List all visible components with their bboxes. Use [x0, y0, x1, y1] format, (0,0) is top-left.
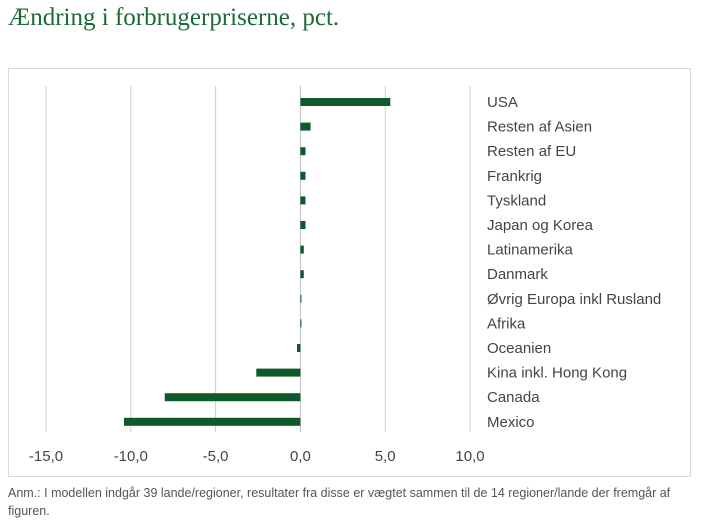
x-tick-label: -5,0 — [203, 448, 229, 465]
x-tick-label: -10,0 — [114, 448, 148, 465]
category-label: Kina inkl. Hong Kong — [487, 365, 627, 382]
bar — [300, 147, 306, 156]
category-label: Latinamerika — [487, 242, 574, 259]
category-label: Resten af Asien — [487, 119, 592, 136]
category-label: Canada — [487, 389, 540, 406]
category-label: Resten af EU — [487, 143, 576, 160]
category-label: Tyskland — [487, 192, 546, 209]
category-label: Øvrig Europa inkl Rusland — [487, 291, 661, 308]
category-label: USA — [487, 94, 518, 111]
category-label: Mexico — [487, 414, 535, 431]
bar — [300, 294, 302, 303]
bar — [300, 245, 304, 254]
x-tick-label: -15,0 — [29, 448, 63, 465]
chart-title: Ændring i forbrugerpriserne, pct. — [8, 4, 340, 31]
bar — [300, 196, 306, 205]
bar — [300, 221, 306, 229]
bar-chart: -15,0 -10,0 -5,0 0,0 5,0 10,0 USA Resten af Asi… — [29, 86, 661, 465]
bar — [300, 98, 391, 106]
bar — [164, 393, 301, 402]
category-label: Danmark — [487, 266, 548, 283]
bar — [300, 319, 302, 328]
x-tick-label: 10,0 — [455, 448, 484, 465]
category-label: Afrika — [487, 315, 526, 332]
chart-frame — [8, 68, 691, 477]
bar — [297, 344, 301, 352]
category-label: Japan og Korea — [487, 217, 594, 234]
category-label: Oceanien — [487, 340, 551, 357]
bar — [300, 122, 311, 131]
chart-note: Anm.: I modellen indgår 39 lande/regione… — [8, 486, 671, 518]
category-label: Frankrig — [487, 168, 542, 185]
bar — [124, 417, 301, 426]
x-tick-label: 0,0 — [290, 448, 311, 465]
bar — [300, 171, 306, 180]
bar — [300, 270, 304, 279]
x-tick-label: 5,0 — [375, 448, 396, 465]
bar — [256, 368, 301, 377]
